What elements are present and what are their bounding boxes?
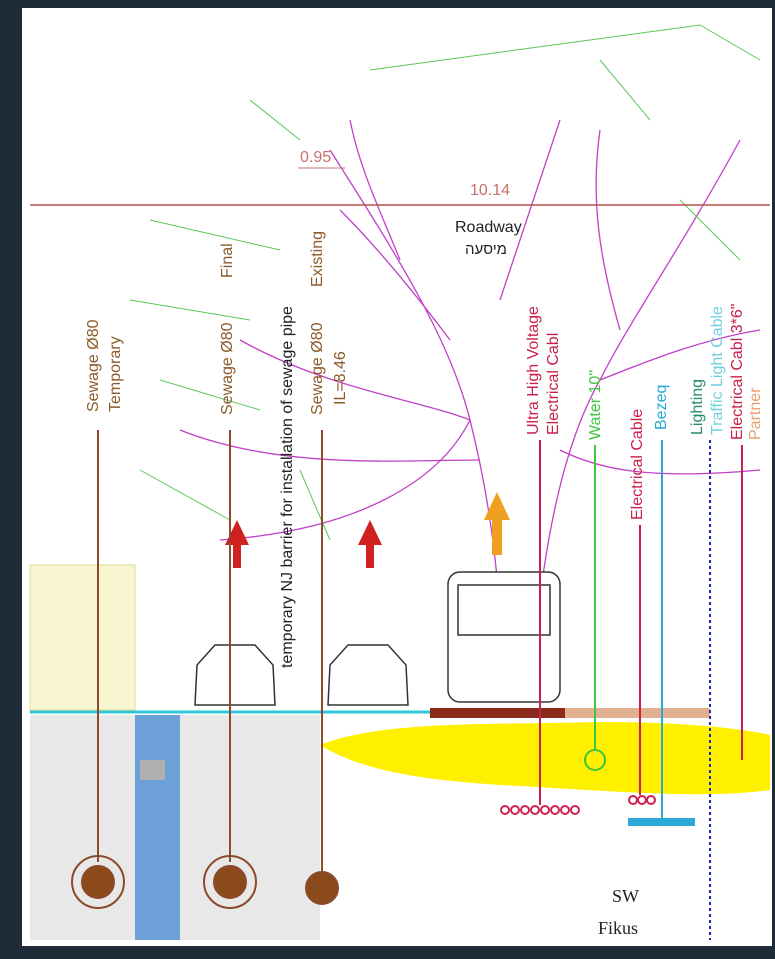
sewage-label: Sewage Ø80	[309, 322, 326, 415]
utility-label: Electrical Cabl 3*6"	[729, 304, 746, 440]
utility-label: Ultra High Voltage	[525, 306, 542, 435]
trench	[135, 715, 180, 940]
road-surface	[430, 708, 565, 718]
hatched-area	[30, 565, 135, 710]
utility-label: Water 10"	[587, 370, 604, 440]
dimension: 0.95	[300, 149, 331, 166]
utility-label: Electrical Cabl	[545, 333, 562, 435]
utility-label: Lighting	[689, 379, 706, 435]
roadway-hebrew: מיסעה	[465, 241, 507, 258]
trench-block	[140, 760, 165, 780]
sewage-note: Temporary	[107, 336, 124, 412]
diagram: 0.95 10.14 Roadway מיסעה Sewage Ø80 Temp…	[0, 0, 775, 959]
tree-type: SW	[612, 886, 639, 906]
utility-label: Bezeq	[653, 385, 670, 430]
roadway-label: Roadway	[455, 219, 522, 236]
page: 0.95 10.14 Roadway מיסעה Sewage Ø80 Temp…	[0, 0, 775, 959]
dimension: 10.14	[470, 182, 510, 199]
utility-label: Partner	[747, 387, 764, 440]
sewage-label: Sewage Ø80	[85, 319, 102, 412]
sidewalk	[565, 708, 710, 718]
barrier-note: temporary NJ barrier for installation of…	[279, 306, 296, 668]
sewage-note: Existing	[309, 231, 326, 287]
sewage-level: IL=8.46	[332, 351, 349, 405]
utility-label: Electrical Cable	[629, 409, 646, 520]
sewage-label: Sewage Ø80	[219, 322, 236, 415]
sewage-note: Final	[219, 243, 236, 278]
utility-label: Traffic Light Cable	[709, 306, 726, 435]
tree-name: Fikus	[598, 918, 638, 938]
